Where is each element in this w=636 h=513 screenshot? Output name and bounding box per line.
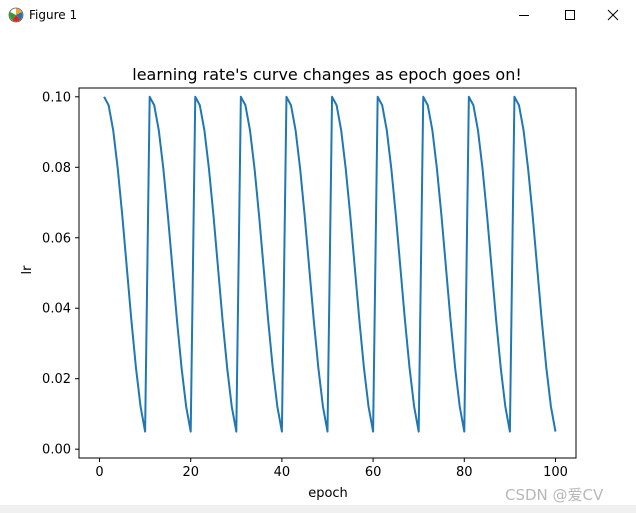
window-titlebar: Figure 1 [0, 0, 636, 30]
matplotlib-icon [8, 7, 24, 23]
y-tick-label: 0.02 [42, 372, 71, 387]
x-tick-label: 100 [543, 465, 568, 480]
lr-curve-chart: learning rate's curve changes as epoch g… [20, 65, 577, 501]
x-tick-label: 20 [182, 465, 199, 480]
y-axis-label: lr [20, 265, 35, 275]
figure-canvas: learning rate's curve changes as epoch g… [0, 30, 636, 505]
x-tick-label: 60 [365, 465, 382, 480]
lr-data-points [104, 96, 556, 432]
y-tick-label: 0.06 [42, 231, 71, 246]
chart-title: learning rate's curve changes as epoch g… [132, 65, 522, 84]
watermark-text: CSDN @爱CV [505, 486, 604, 504]
y-tick-label: 0.08 [42, 161, 71, 176]
y-tick-label: 0.04 [42, 302, 71, 317]
y-tick-label: 0.10 [42, 90, 71, 105]
x-tick-label: 80 [456, 465, 473, 480]
x-tick-label: 0 [95, 465, 103, 480]
x-axis-label: epoch [308, 486, 348, 501]
window-title: Figure 1 [29, 8, 78, 22]
y-tick-label: 0.00 [42, 443, 71, 458]
close-button[interactable] [590, 0, 636, 30]
maximize-button[interactable] [547, 0, 593, 30]
minimize-button[interactable] [501, 0, 547, 30]
window-bottom-edge [0, 505, 636, 513]
maximize-icon [565, 10, 575, 20]
close-icon [607, 9, 619, 21]
y-axis: 0.00 0.02 0.04 0.06 0.08 0.10 [42, 90, 79, 458]
x-axis: 0 20 40 60 80 100 [95, 458, 568, 480]
lr-series-line [103, 95, 557, 433]
x-tick-label: 40 [274, 465, 291, 480]
minimize-icon [519, 15, 529, 16]
